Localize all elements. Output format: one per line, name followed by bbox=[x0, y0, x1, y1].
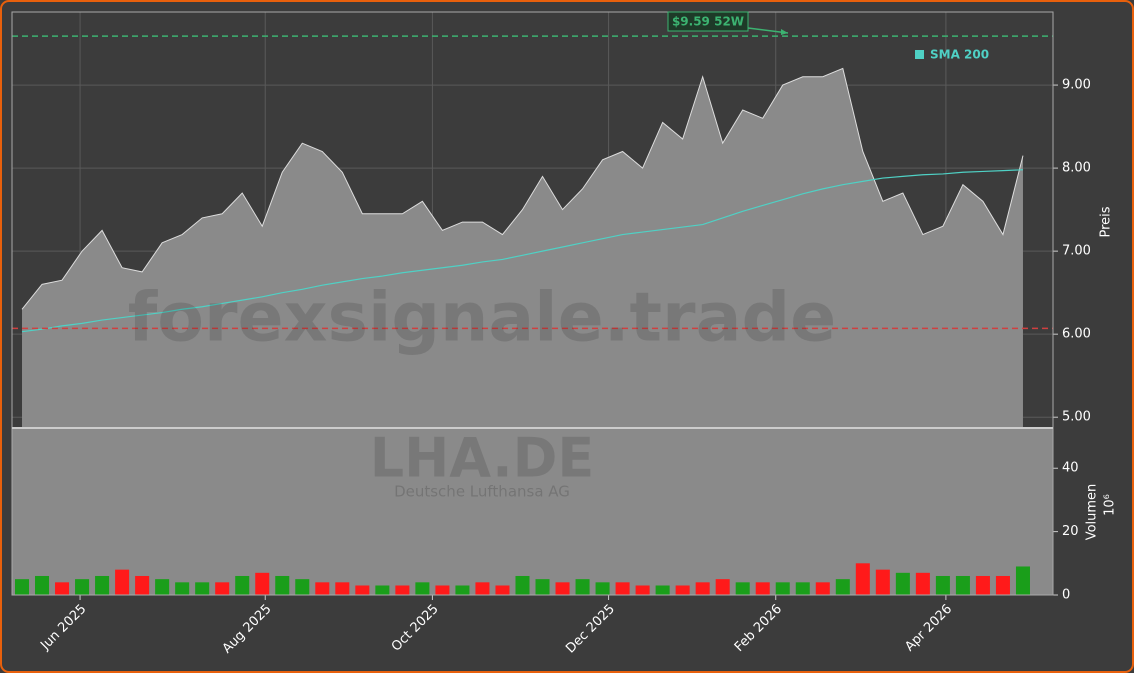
volume-bar bbox=[235, 575, 250, 595]
volume-panel bbox=[12, 428, 1053, 595]
annotation: $9.59 52W bbox=[672, 15, 744, 29]
volume-bar bbox=[975, 575, 990, 595]
volume-bar bbox=[195, 582, 210, 595]
volume-bar bbox=[575, 579, 590, 595]
volume-bar bbox=[355, 585, 370, 595]
price-line bbox=[21, 67, 1024, 310]
volume-bar bbox=[795, 582, 810, 595]
volume-bar bbox=[935, 575, 950, 595]
volume-bar bbox=[955, 575, 970, 595]
volume-bar bbox=[175, 582, 190, 595]
arrow-head bbox=[781, 29, 788, 35]
volume-bar bbox=[775, 582, 790, 595]
volume-bar bbox=[855, 563, 870, 595]
volume-bar bbox=[455, 585, 470, 595]
y-tick-label: 8.00 bbox=[1062, 161, 1091, 176]
volume-bar bbox=[915, 572, 930, 595]
volume-bar bbox=[315, 582, 330, 595]
volume-bar bbox=[155, 579, 170, 595]
volume-bar bbox=[295, 579, 310, 595]
volume-bar bbox=[135, 575, 150, 595]
price-area bbox=[22, 68, 1023, 428]
company-watermark: Deutsche Lufthansa AG bbox=[394, 483, 570, 501]
volume-bar bbox=[635, 585, 650, 595]
volume-bar bbox=[835, 579, 850, 595]
volume-bar bbox=[255, 572, 270, 595]
y-tick-label: 40 bbox=[1062, 461, 1079, 476]
volume-axis-label: Volumen bbox=[1085, 484, 1100, 541]
y-axis-label: Preis bbox=[1099, 206, 1114, 237]
ticker-watermark: LHA.DE bbox=[370, 427, 595, 490]
volume-bar bbox=[1015, 566, 1030, 595]
sma-line bbox=[21, 169, 1023, 333]
volume-bar bbox=[515, 575, 530, 595]
watermark: forexsignale.trade bbox=[128, 279, 837, 358]
volume-bar bbox=[735, 582, 750, 595]
y-tick-label: 6.00 bbox=[1062, 327, 1091, 342]
volume-bar bbox=[715, 579, 730, 595]
volume-bar bbox=[75, 579, 90, 595]
volume-bar bbox=[15, 579, 30, 595]
volume-bar bbox=[435, 585, 450, 595]
volume-bar bbox=[375, 585, 390, 595]
volume-bar bbox=[695, 582, 710, 595]
volume-bar bbox=[875, 569, 890, 595]
volume-bar bbox=[815, 582, 830, 595]
volume-bar bbox=[655, 585, 670, 595]
volume-bar bbox=[95, 575, 110, 595]
annotation-box bbox=[667, 11, 749, 32]
y-tick-label: 0 bbox=[1062, 588, 1070, 603]
volume-bar bbox=[335, 582, 350, 595]
y-tick-label: 20 bbox=[1062, 524, 1079, 539]
volume-bar bbox=[275, 575, 290, 595]
legend-swatch bbox=[915, 50, 924, 59]
volume-bar bbox=[995, 575, 1010, 595]
volume-bar bbox=[55, 582, 70, 595]
volume-bar bbox=[115, 569, 130, 595]
volume-unit: 10⁶ bbox=[1103, 494, 1118, 516]
volume-bar bbox=[895, 572, 910, 595]
volume-bar bbox=[595, 582, 610, 595]
legend-label: SMA 200 bbox=[930, 48, 989, 62]
volume-bar bbox=[475, 582, 490, 595]
volume-bar bbox=[535, 579, 550, 595]
volume-bar bbox=[395, 585, 410, 595]
volume-bar bbox=[615, 582, 630, 595]
volume-bar bbox=[495, 585, 510, 595]
y-tick-label: 7.00 bbox=[1062, 244, 1091, 259]
volume-bar bbox=[555, 582, 570, 595]
volume-bar bbox=[415, 582, 430, 595]
volume-bar bbox=[35, 575, 50, 595]
volume-bar bbox=[675, 585, 690, 595]
volume-bar bbox=[215, 582, 230, 595]
y-tick-label: 5.00 bbox=[1062, 410, 1091, 425]
volume-bar bbox=[755, 582, 770, 595]
y-tick-label: 9.00 bbox=[1062, 78, 1091, 93]
plot-border bbox=[11, 11, 1054, 596]
